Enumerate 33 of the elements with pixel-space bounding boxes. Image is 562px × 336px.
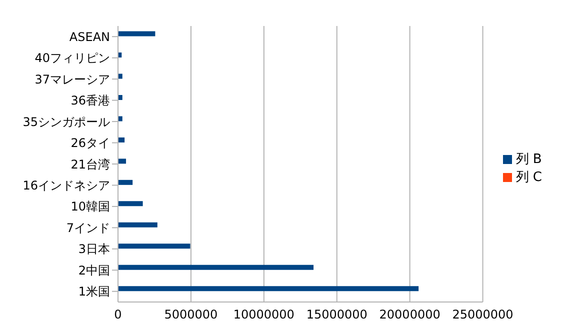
x-tick-label: 5000000 <box>164 308 218 322</box>
legend-label: 列 C <box>516 170 542 185</box>
bar <box>118 222 158 228</box>
bar <box>118 116 122 122</box>
bar <box>118 95 122 100</box>
y-tick-label: ASEAN <box>69 30 110 44</box>
y-tick-label: 2中国 <box>78 263 110 278</box>
y-tick-label: 7インド <box>66 220 110 235</box>
bar <box>118 286 419 292</box>
y-tick-label: 37マレーシア <box>34 72 110 86</box>
bar <box>118 158 126 164</box>
y-tick-label: 3日本 <box>78 242 110 256</box>
legend-label: 列 B <box>516 152 542 167</box>
x-tick-label: 10000000 <box>233 308 294 322</box>
y-tick-label: 16インドネシア <box>22 178 110 192</box>
y-tick-label: 10韓国 <box>70 200 110 214</box>
y-tick-label: 26タイ <box>70 136 110 150</box>
bar <box>118 180 133 185</box>
bar <box>118 31 156 36</box>
bar <box>118 74 122 79</box>
bar <box>118 137 125 142</box>
x-tick-label: 0 <box>114 308 122 322</box>
x-tick-label: 15000000 <box>306 308 368 322</box>
y-tick-label: 1米国 <box>78 284 110 299</box>
x-tick-label: 20000000 <box>379 308 440 322</box>
y-tick-label: 40フィリピン <box>34 51 110 66</box>
x-tick-label: 25000000 <box>452 308 514 322</box>
bar <box>118 201 143 206</box>
y-tick-label: 35シンガポール <box>22 114 110 129</box>
bar <box>118 244 190 249</box>
y-tick-label: 36香港 <box>70 94 110 108</box>
y-tick-label: 21台湾 <box>70 157 110 172</box>
bar <box>118 264 314 270</box>
